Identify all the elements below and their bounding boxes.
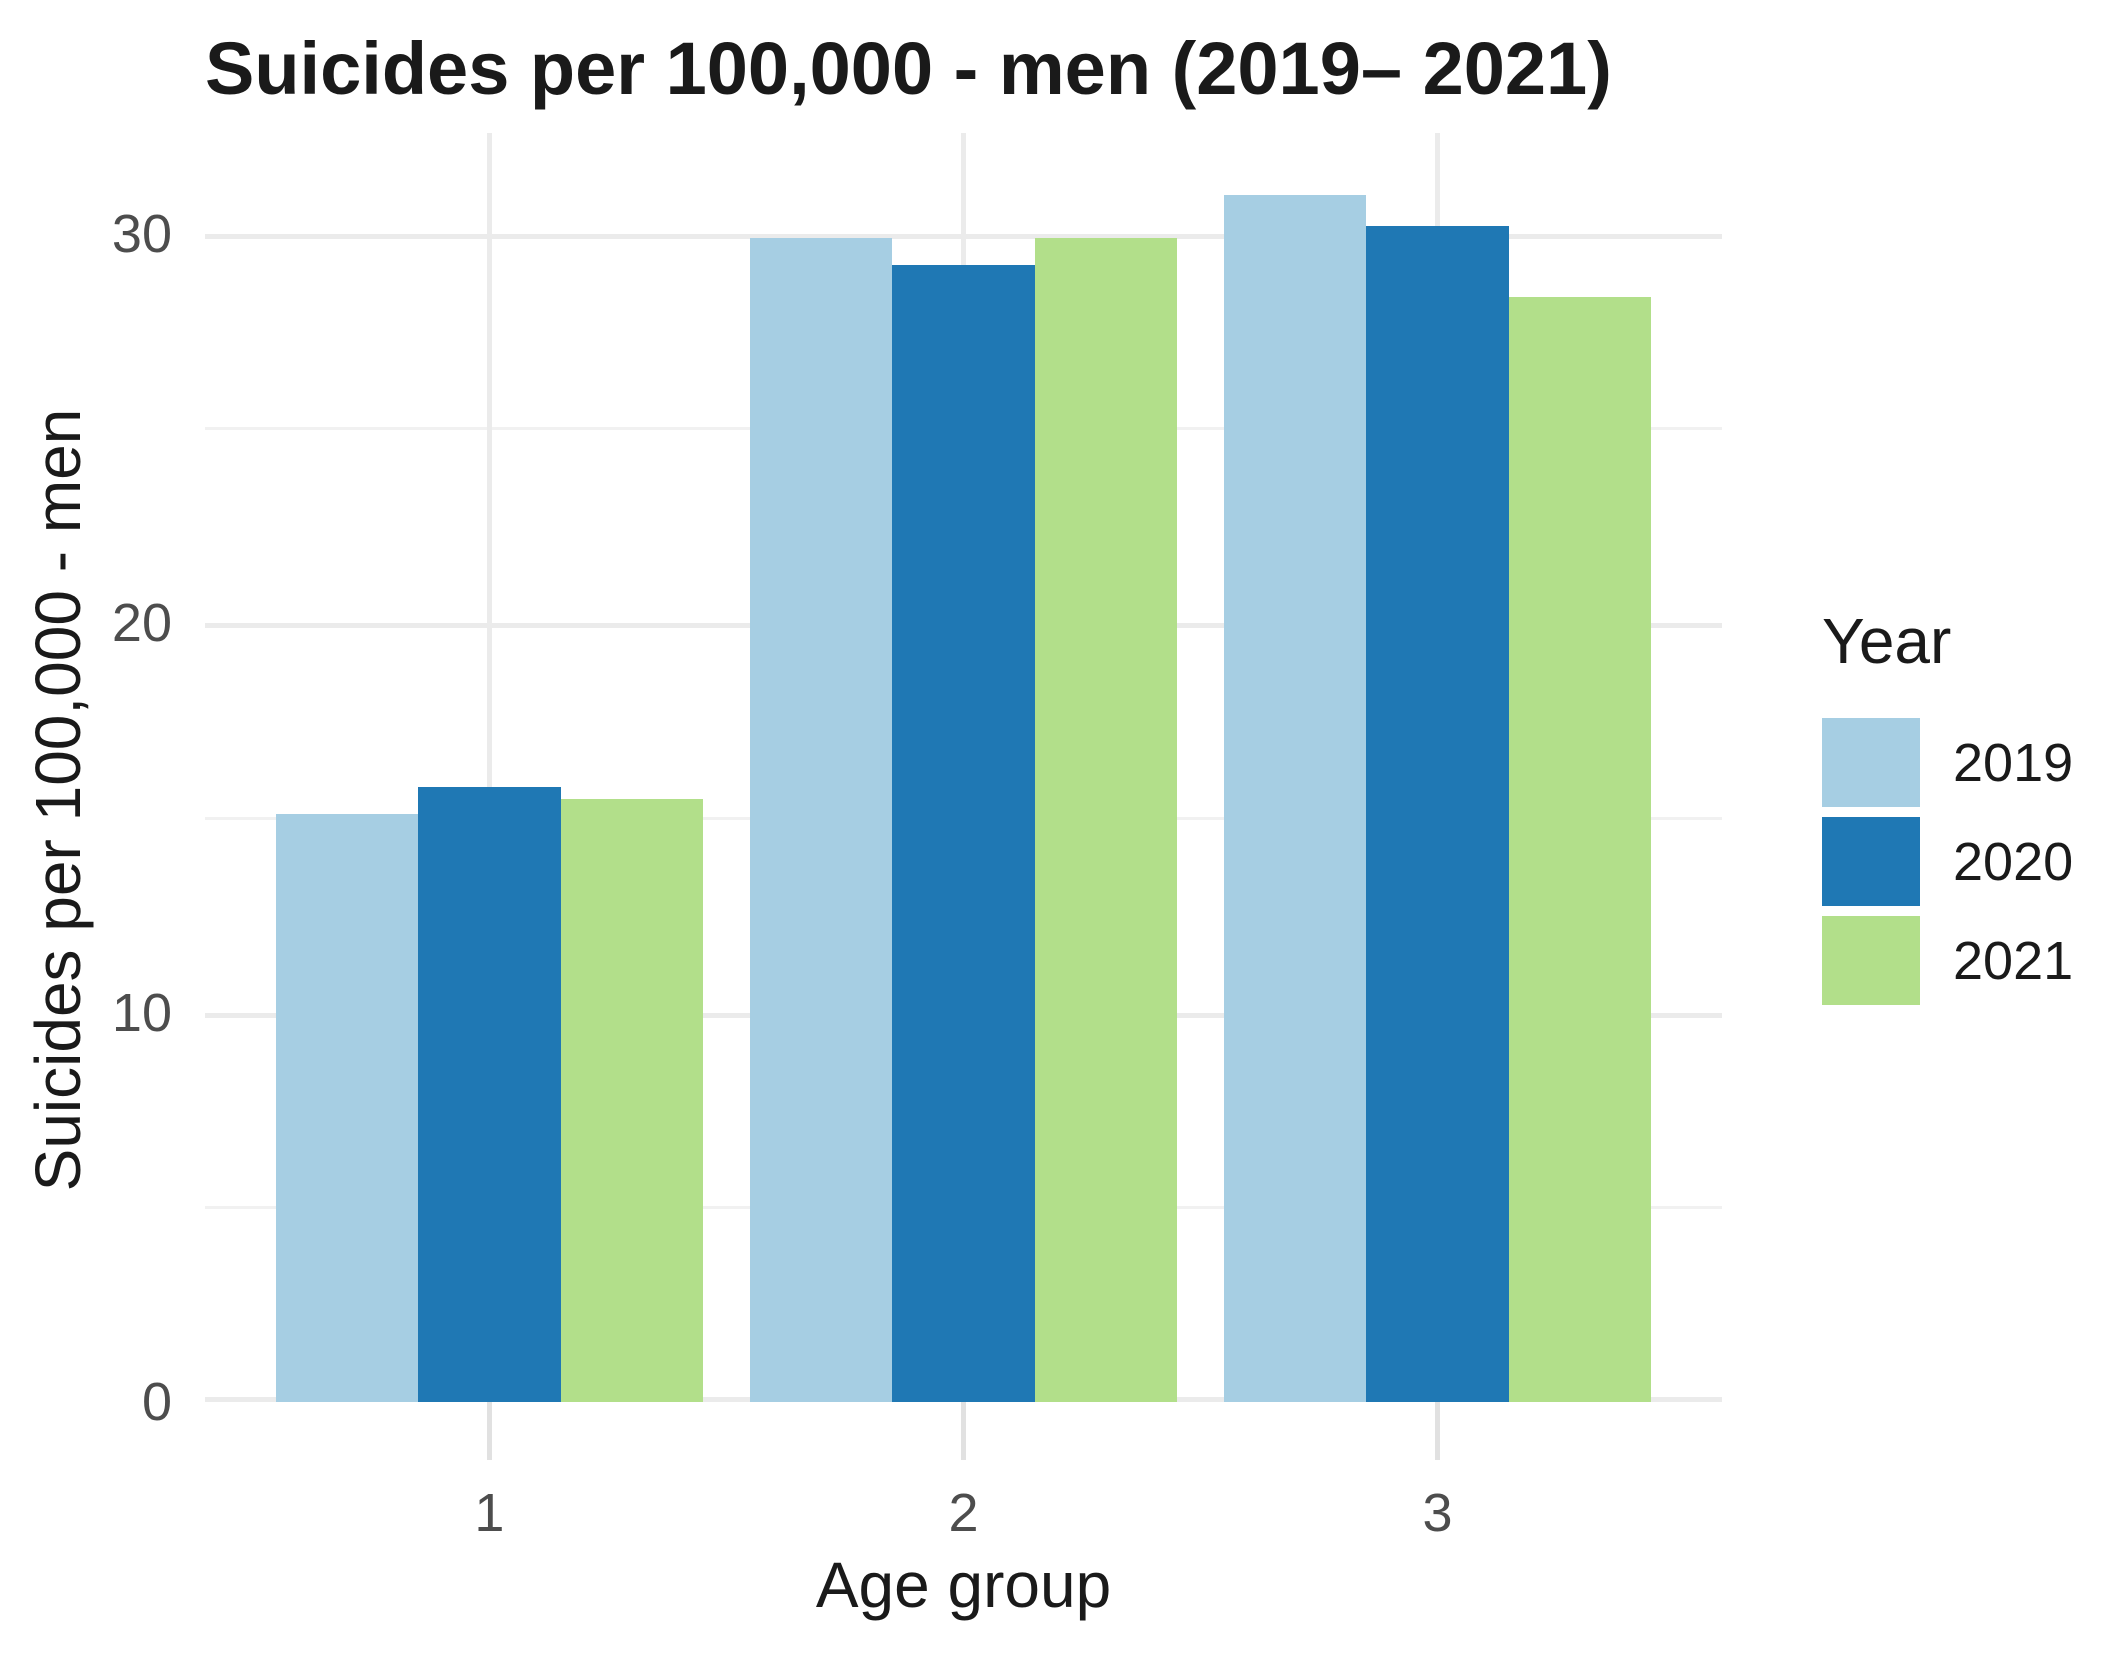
bar-2021-group-2 — [1034, 238, 1177, 1402]
plot-panel — [205, 133, 1722, 1402]
legend-swatch-2020 — [1822, 817, 1920, 906]
y-tick-label-10: 10 — [111, 982, 172, 1043]
bar-2020-group-1 — [418, 786, 561, 1402]
legend-label-2021: 2021 — [1953, 930, 2074, 991]
legend-label-2020: 2020 — [1953, 831, 2074, 892]
gridline-vertical-group-1 — [486, 133, 492, 1402]
legend-items: 2019 2020 2021 — [1822, 718, 2112, 1005]
bar-2021-group-1 — [560, 798, 703, 1402]
x-tick-label-3: 3 — [1422, 1483, 1453, 1543]
legend-item-2019: 2019 — [1822, 718, 2112, 807]
x-tick-mark-3 — [1435, 1402, 1441, 1460]
y-tick-label-0: 0 — [141, 1372, 172, 1432]
bar-2019-group-1 — [276, 814, 419, 1402]
x-tick-mark-2 — [961, 1402, 966, 1460]
bar-2019-group-2 — [750, 238, 893, 1402]
chart-title: Suicides per 100,000 - men (2019– 2021) — [205, 27, 1612, 110]
x-tick-mark-1 — [486, 1402, 492, 1460]
legend: Year 2019 2020 2021 — [1822, 604, 2112, 1015]
bar-2020-group-2 — [892, 265, 1035, 1402]
legend-label-2019: 2019 — [1953, 732, 2074, 793]
bar-2021-group-3 — [1508, 296, 1651, 1402]
x-tick-label-1: 1 — [474, 1483, 505, 1543]
y-tick-label-30: 30 — [111, 204, 172, 265]
bar-2019-group-3 — [1224, 195, 1367, 1402]
y-tick-label-20: 20 — [111, 593, 172, 654]
x-axis-title: Age group — [815, 1549, 1112, 1621]
x-tick-label-2: 2 — [948, 1483, 979, 1543]
legend-swatch-2019 — [1822, 718, 1920, 807]
legend-swatch-2021 — [1822, 916, 1920, 1005]
y-axis-title: Suicides per 100,000 - men — [22, 408, 94, 1192]
legend-item-2021: 2021 — [1822, 916, 2112, 1005]
legend-item-2020: 2020 — [1822, 817, 2112, 906]
legend-title: Year — [1822, 605, 1952, 677]
bar-2020-group-3 — [1366, 226, 1509, 1402]
